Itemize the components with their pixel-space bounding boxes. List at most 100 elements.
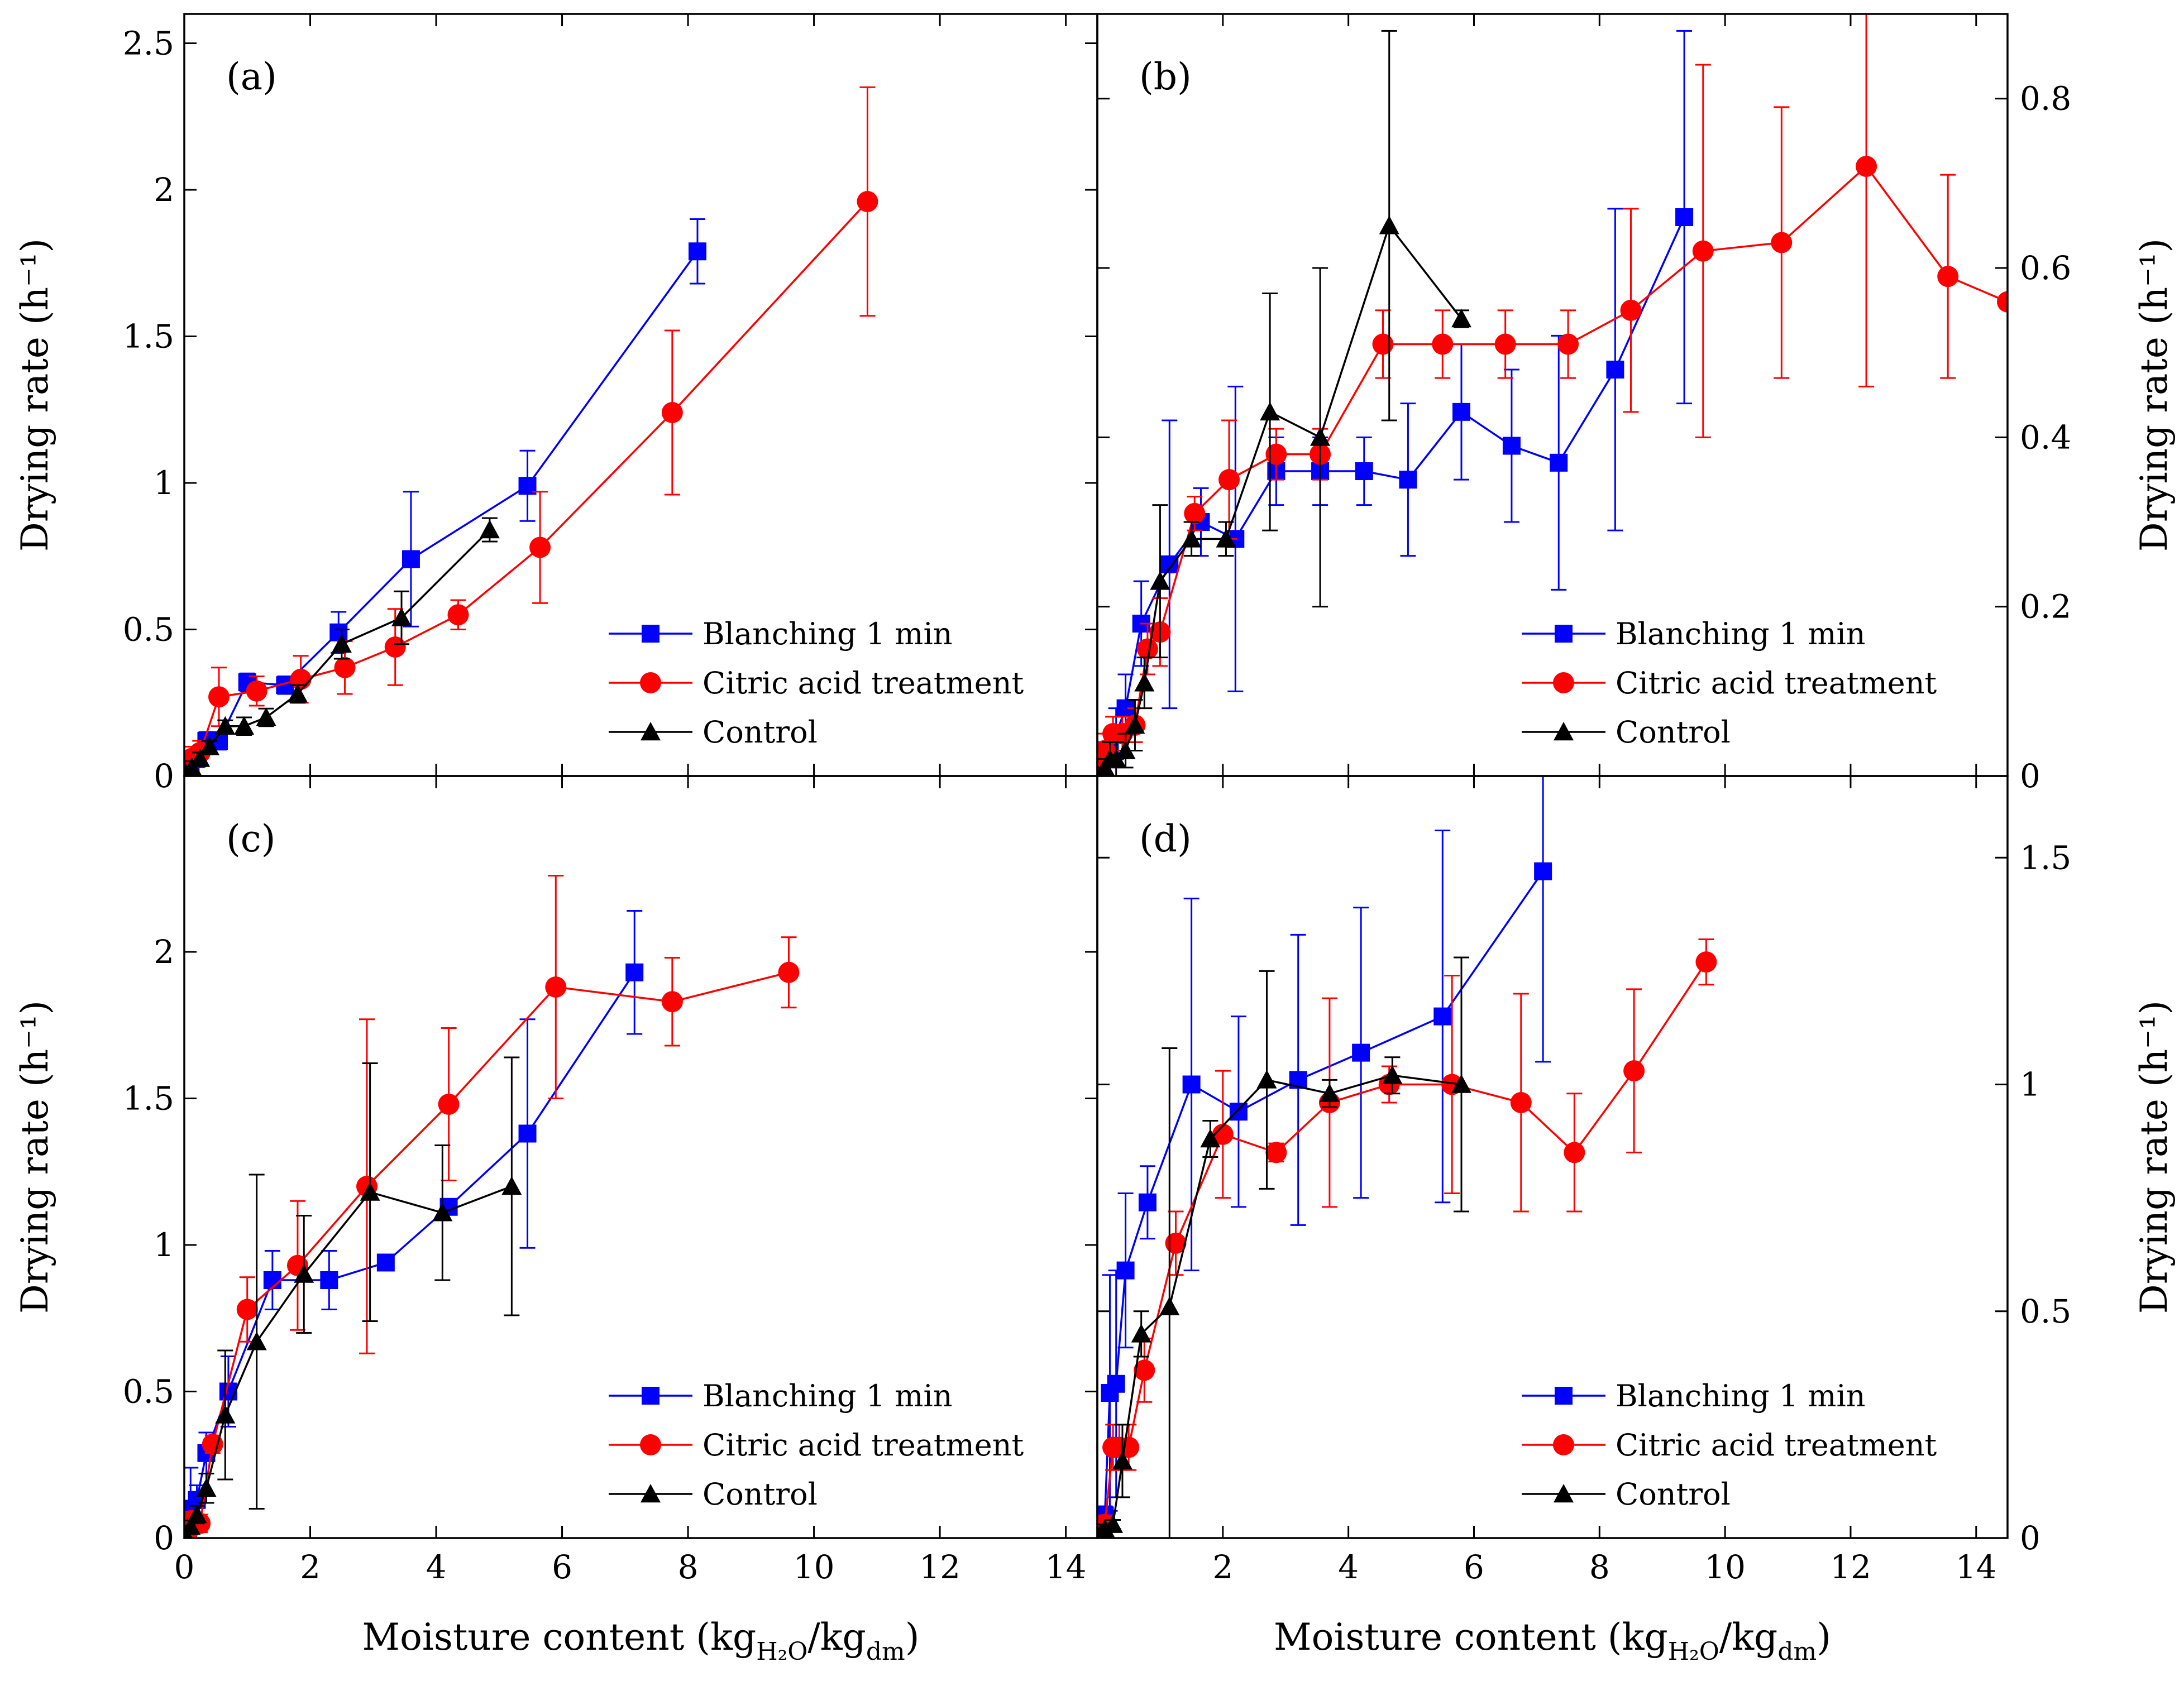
x-axis-title-sub: dm xyxy=(1777,1637,1817,1666)
data-point xyxy=(1212,1123,1234,1145)
data-point xyxy=(190,748,211,767)
legend-marker xyxy=(641,722,661,741)
data-point xyxy=(1432,333,1454,355)
data-point xyxy=(1372,333,1394,355)
x-tick-label: 12 xyxy=(919,1548,960,1586)
data-point xyxy=(1771,232,1793,253)
legend-marker xyxy=(640,1434,661,1455)
plot-area xyxy=(184,875,800,1538)
data-point xyxy=(1134,673,1155,692)
x-axis-title-part: Moisture content (kg xyxy=(362,1616,757,1659)
y-tick-label: 2.5 xyxy=(123,25,174,63)
y-tick-label: 1 xyxy=(2020,1066,2040,1104)
legend-marker xyxy=(1554,1484,1574,1503)
x-axis-title-part: Moisture content (kg xyxy=(1274,1616,1668,1659)
panel-d: 0 0.5 1 1.5 2 4 6 8 10 12 14 (d) Blanching 1 min Citr… xyxy=(1096,775,2071,1586)
legend-marker xyxy=(1554,722,1574,741)
y-tick-label: 0 xyxy=(2020,757,2040,795)
data-point xyxy=(501,1176,522,1195)
legend-label: Control xyxy=(1616,1477,1731,1512)
y-tick-label: 1 xyxy=(154,464,174,502)
x-tick-label: 10 xyxy=(1704,1548,1746,1586)
data-point xyxy=(857,191,878,212)
data-point xyxy=(1692,240,1714,262)
plot-area xyxy=(1097,14,2008,776)
data-point xyxy=(187,1505,207,1524)
data-point xyxy=(1150,571,1170,590)
data-point xyxy=(1399,471,1417,489)
data-point xyxy=(1355,462,1373,480)
legend-marker xyxy=(1553,1434,1574,1455)
data-point xyxy=(1502,437,1521,455)
legend-label: Citric acid treatment xyxy=(702,665,1024,701)
y-tick-label: 0.2 xyxy=(2020,588,2071,626)
data-point xyxy=(199,736,220,755)
plot-area xyxy=(1097,776,1717,1538)
data-point xyxy=(1534,862,1552,880)
y-tick-label: 0.4 xyxy=(2020,418,2071,456)
data-point xyxy=(1451,309,1471,328)
data-point xyxy=(287,684,308,703)
x-axis-title-sub: dm xyxy=(866,1637,905,1666)
data-point xyxy=(1265,1142,1287,1163)
data-point xyxy=(1107,1374,1125,1393)
data-point xyxy=(1997,291,2008,313)
panel-label: (b) xyxy=(1139,55,1192,98)
x-tick-label: 8 xyxy=(1589,1548,1610,1586)
data-point xyxy=(208,686,230,708)
data-point xyxy=(661,991,683,1013)
data-point xyxy=(1103,1514,1124,1533)
data-point xyxy=(1184,502,1206,524)
data-point xyxy=(290,668,312,690)
data-point xyxy=(331,634,352,653)
data-point xyxy=(1116,1261,1135,1280)
x-tick-label: 0 xyxy=(174,1548,195,1586)
data-point xyxy=(1181,529,1202,548)
y-axis-title: Drying rate (h⁻¹) xyxy=(13,238,56,552)
data-point xyxy=(1623,1060,1645,1082)
data-point xyxy=(1125,715,1145,734)
legend-label: Citric acid treatment xyxy=(1616,665,1937,701)
series-triangle xyxy=(184,1056,522,1538)
data-point xyxy=(1218,469,1240,491)
data-point xyxy=(402,550,420,568)
data-point xyxy=(432,1203,453,1222)
y-tick-label: 0 xyxy=(154,1519,174,1557)
data-point xyxy=(1382,1065,1403,1084)
data-point xyxy=(778,961,800,983)
data-point xyxy=(1856,156,1877,177)
y-axis-title: Drying rate (h⁻¹) xyxy=(2133,238,2176,552)
y-tick-label: 0 xyxy=(154,757,174,795)
data-point xyxy=(1606,361,1624,379)
data-point xyxy=(246,680,267,702)
data-point xyxy=(1229,1103,1248,1121)
x-tick-label: 14 xyxy=(1956,1548,1997,1586)
x-tick-label: 14 xyxy=(1045,1548,1087,1586)
x-tick-label: 10 xyxy=(794,1548,835,1586)
data-point xyxy=(215,716,236,735)
y-tick-label: 1 xyxy=(154,1226,174,1264)
y-tick-label: 0.5 xyxy=(123,1373,174,1411)
data-point xyxy=(545,976,567,998)
data-point xyxy=(1136,638,1158,660)
data-point xyxy=(1452,403,1470,421)
series-triangle xyxy=(184,517,500,776)
y-tick-label: 0.6 xyxy=(2020,249,2071,287)
data-point xyxy=(236,1299,258,1320)
panel-label: (a) xyxy=(226,55,277,98)
x-axis-title: Moisture content (kgH₂O/kgdm) xyxy=(1274,1616,1831,1666)
data-point xyxy=(1557,333,1579,355)
data-point xyxy=(625,963,644,981)
legend-marker xyxy=(640,672,661,693)
data-point xyxy=(263,1271,281,1289)
legend-marker xyxy=(1555,625,1573,643)
legend-label: Blanching 1 min xyxy=(1616,1378,1866,1414)
y-tick-label: 0.8 xyxy=(2020,80,2071,118)
data-point xyxy=(661,402,683,423)
data-point xyxy=(1112,1450,1132,1470)
data-point xyxy=(196,1478,217,1497)
legend-marker xyxy=(1555,1387,1573,1405)
legend-label: Citric acid treatment xyxy=(702,1428,1024,1463)
x-tick-label: 6 xyxy=(1464,1548,1484,1586)
